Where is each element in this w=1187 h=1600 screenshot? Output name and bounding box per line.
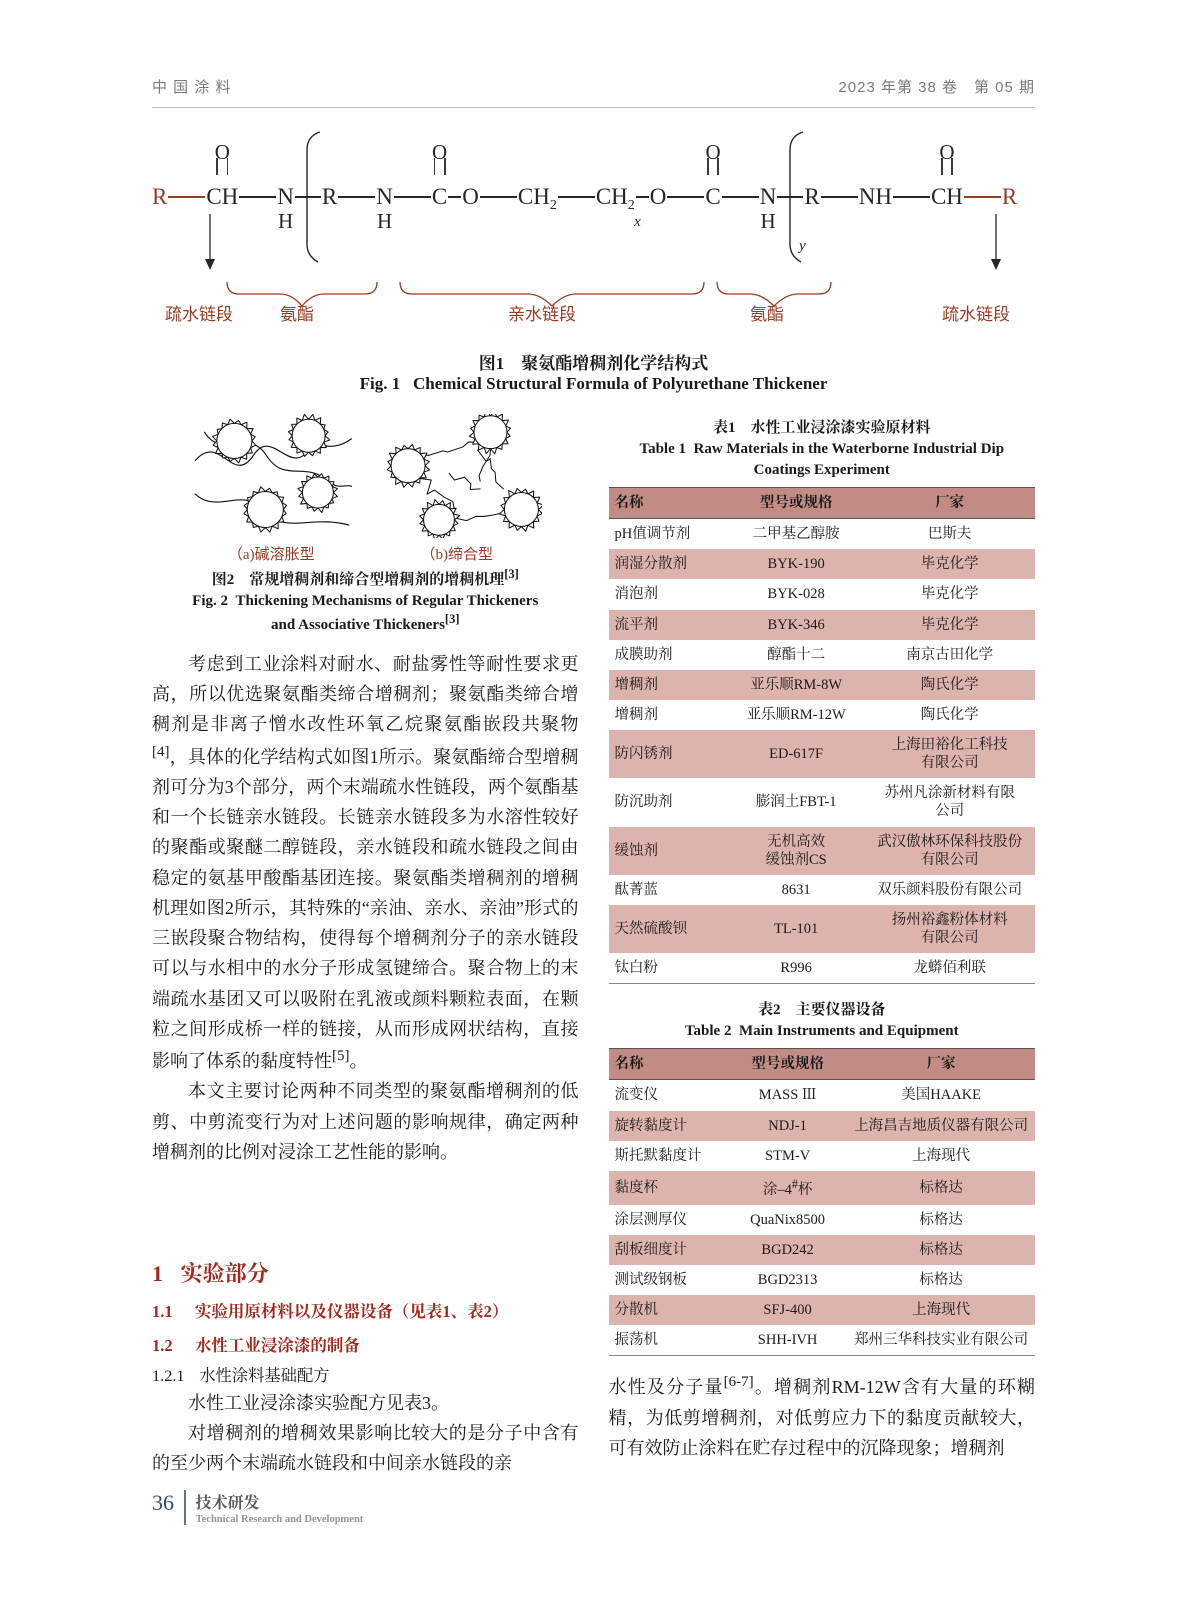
svg-text:y: y: [797, 238, 806, 254]
